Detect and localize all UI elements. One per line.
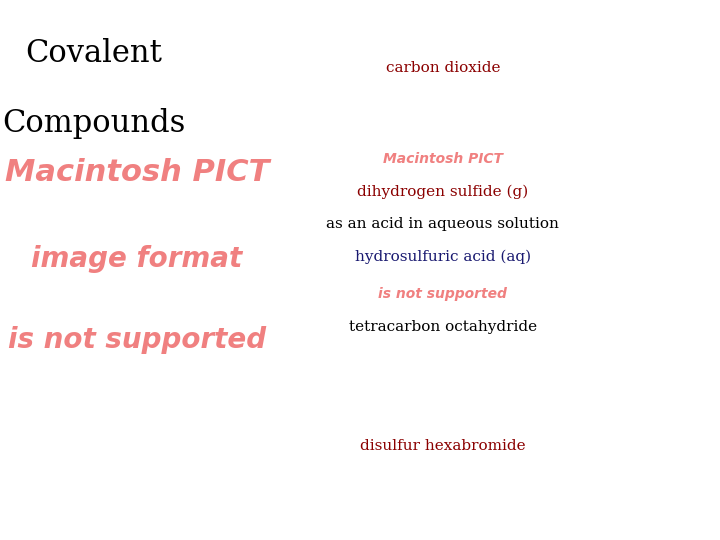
Text: is not supported: is not supported bbox=[8, 326, 266, 354]
Text: as an acid in aqueous solution: as an acid in aqueous solution bbox=[326, 217, 559, 231]
Text: dihydrogen sulfide (g): dihydrogen sulfide (g) bbox=[357, 185, 528, 199]
Text: image format: image format bbox=[31, 245, 243, 273]
Text: tetracarbon octahydride: tetracarbon octahydride bbox=[348, 320, 537, 334]
Text: disulfur hexabromide: disulfur hexabromide bbox=[360, 438, 526, 453]
Text: Macintosh PICT: Macintosh PICT bbox=[4, 158, 269, 187]
Text: Macintosh PICT: Macintosh PICT bbox=[383, 152, 503, 166]
Text: Compounds: Compounds bbox=[2, 108, 185, 139]
Text: carbon dioxide: carbon dioxide bbox=[385, 60, 500, 75]
Text: Covalent: Covalent bbox=[25, 38, 162, 69]
Text: hydrosulfuric acid (aq): hydrosulfuric acid (aq) bbox=[355, 249, 531, 264]
Text: is not supported: is not supported bbox=[379, 287, 507, 301]
